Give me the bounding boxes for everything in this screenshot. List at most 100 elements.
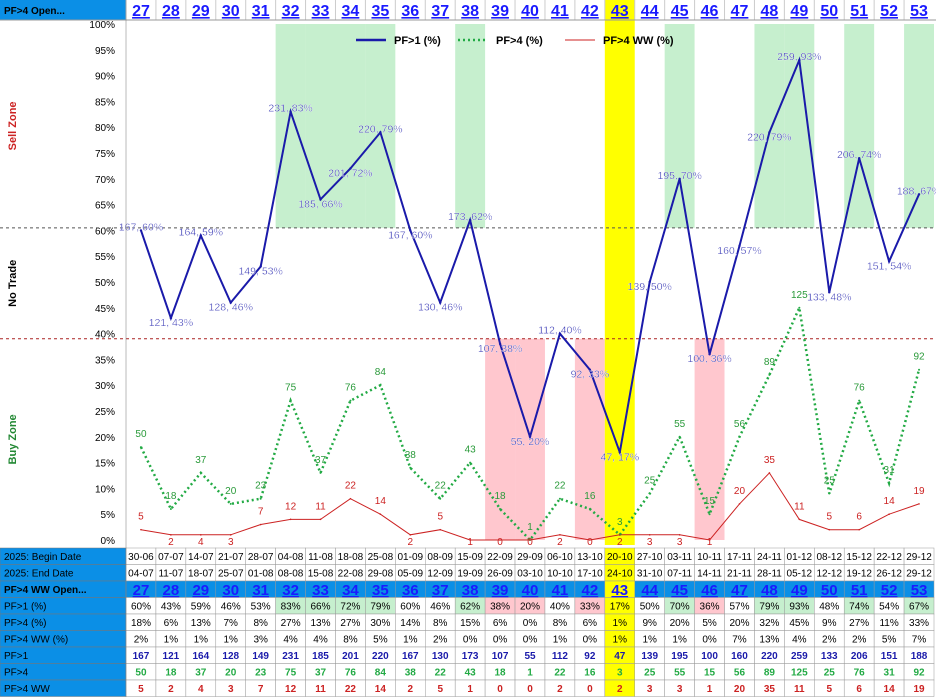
week-number-48[interactable]: 48 (761, 3, 779, 20)
table-week-number-48[interactable]: 48 (761, 582, 778, 599)
week-number-47[interactable]: 47 (731, 3, 749, 20)
pf1-data-label: 112, 40% (538, 325, 582, 337)
table-week-number-32[interactable]: 32 (282, 582, 299, 599)
table-week-number-53[interactable]: 53 (911, 582, 928, 599)
table-cell: 20 (225, 668, 237, 679)
table-week-number-47[interactable]: 47 (731, 582, 748, 599)
week-number-45[interactable]: 45 (671, 3, 689, 20)
table-week-number-43[interactable]: 43 (611, 582, 628, 599)
week-number-39[interactable]: 39 (491, 3, 509, 20)
table-cell: 164 (192, 651, 209, 662)
week-number-53[interactable]: 53 (910, 3, 928, 20)
week-number-51[interactable]: 51 (850, 3, 868, 20)
table-cell: 66% (311, 602, 331, 613)
table-cell: 13% (759, 635, 779, 646)
week-number-40[interactable]: 40 (521, 3, 539, 20)
pf4-ww-point (768, 472, 771, 474)
table-cell: 2 (168, 684, 174, 695)
pf1-data-label: 164, 59% (179, 227, 223, 239)
table-week-number-38[interactable]: 38 (462, 582, 479, 599)
table-week-number-37[interactable]: 37 (432, 582, 449, 599)
table-cell: 18 (495, 668, 507, 679)
sell-band-week-32 (275, 24, 306, 228)
week-number-36[interactable]: 36 (401, 3, 419, 20)
table-week-number-50[interactable]: 50 (821, 582, 838, 599)
table-week-number-42[interactable]: 42 (582, 582, 599, 599)
table-week-number-46[interactable]: 46 (701, 582, 718, 599)
pf1-data-label: 128, 46% (209, 302, 253, 314)
table-cell: 24-10 (607, 569, 633, 580)
week-number-43[interactable]: 43 (611, 3, 629, 20)
week-number-32[interactable]: 32 (282, 3, 300, 20)
pf4-ww-point (828, 528, 831, 531)
table-week-number-28[interactable]: 28 (163, 582, 180, 599)
table-week-number-29[interactable]: 29 (192, 582, 209, 599)
week-number-27[interactable]: 27 (132, 3, 150, 20)
pf1-point (379, 131, 382, 134)
table-cell: 83% (281, 602, 301, 613)
pf4-ww-data-label: 7 (258, 507, 264, 518)
table-week-number-34[interactable]: 34 (342, 582, 359, 599)
table-week-number-49[interactable]: 49 (791, 582, 808, 599)
pf4-data-label: 22 (554, 481, 566, 492)
table-week-number-30[interactable]: 30 (222, 582, 239, 599)
pf4-ww-point (409, 534, 412, 536)
week-number-38[interactable]: 38 (461, 3, 479, 20)
week-number-30[interactable]: 30 (222, 3, 240, 20)
week-number-52[interactable]: 52 (880, 3, 898, 20)
week-number-31[interactable]: 31 (252, 3, 270, 20)
table-cell: 21-11 (727, 569, 752, 580)
pf1-point (319, 198, 322, 201)
table-cell: 76 (345, 668, 357, 679)
week-number-49[interactable]: 49 (790, 3, 808, 20)
week-number-28[interactable]: 28 (162, 3, 180, 20)
table-cell: 121 (163, 651, 180, 662)
table-cell: 33% (580, 602, 600, 613)
week-number-34[interactable]: 34 (342, 3, 360, 20)
table-cell: 55 (524, 651, 536, 662)
pf4-ww-data-label: 3 (647, 537, 653, 548)
table-cell: 46% (430, 602, 450, 613)
pf4-point (738, 435, 741, 438)
table-cell: 20-10 (607, 552, 633, 563)
table-cell: 206 (851, 651, 868, 662)
week-number-29[interactable]: 29 (192, 3, 210, 20)
week-number-37[interactable]: 37 (431, 3, 449, 20)
table-week-number-51[interactable]: 51 (851, 582, 868, 599)
table-cell: 18 (165, 668, 177, 679)
table-week-number-39[interactable]: 39 (492, 582, 509, 599)
pf1-point (409, 229, 412, 232)
pf1-data-label: 92, 33% (571, 369, 610, 381)
table-cell: 75 (285, 668, 297, 679)
week-number-46[interactable]: 46 (701, 3, 719, 20)
week-number-50[interactable]: 50 (820, 3, 838, 20)
pf4-ww-point (918, 503, 920, 505)
table-week-number-52[interactable]: 52 (881, 582, 898, 599)
table-cell: 93% (789, 602, 809, 613)
week-number-44[interactable]: 44 (641, 3, 659, 20)
table-week-number-41[interactable]: 41 (552, 582, 569, 599)
table-cell: 11 (315, 684, 326, 695)
table-week-number-31[interactable]: 31 (252, 582, 269, 599)
y-tick-85: 85% (95, 97, 115, 108)
week-number-35[interactable]: 35 (371, 3, 389, 20)
week-number-33[interactable]: 33 (312, 3, 330, 20)
table-week-number-36[interactable]: 36 (402, 582, 419, 599)
week-number-42[interactable]: 42 (581, 3, 599, 20)
pf4-data-label: 3 (617, 517, 623, 528)
table-week-number-40[interactable]: 40 (522, 582, 539, 599)
table-cell: 220 (372, 651, 389, 662)
table-week-number-44[interactable]: 44 (641, 582, 658, 599)
table-week-number-45[interactable]: 45 (671, 582, 688, 599)
pf4-ww-data-label: 2 (557, 537, 563, 548)
table-cell: 195 (671, 651, 688, 662)
pf4-point (798, 306, 801, 309)
table-cell: 46% (221, 602, 241, 613)
table-week-number-27[interactable]: 27 (133, 582, 150, 599)
table-week-number-33[interactable]: 33 (312, 582, 329, 599)
week-number-41[interactable]: 41 (551, 3, 569, 20)
table-cell: 5% (702, 618, 717, 629)
table-week-number-35[interactable]: 35 (372, 582, 389, 599)
table-cell: 6% (583, 618, 598, 629)
